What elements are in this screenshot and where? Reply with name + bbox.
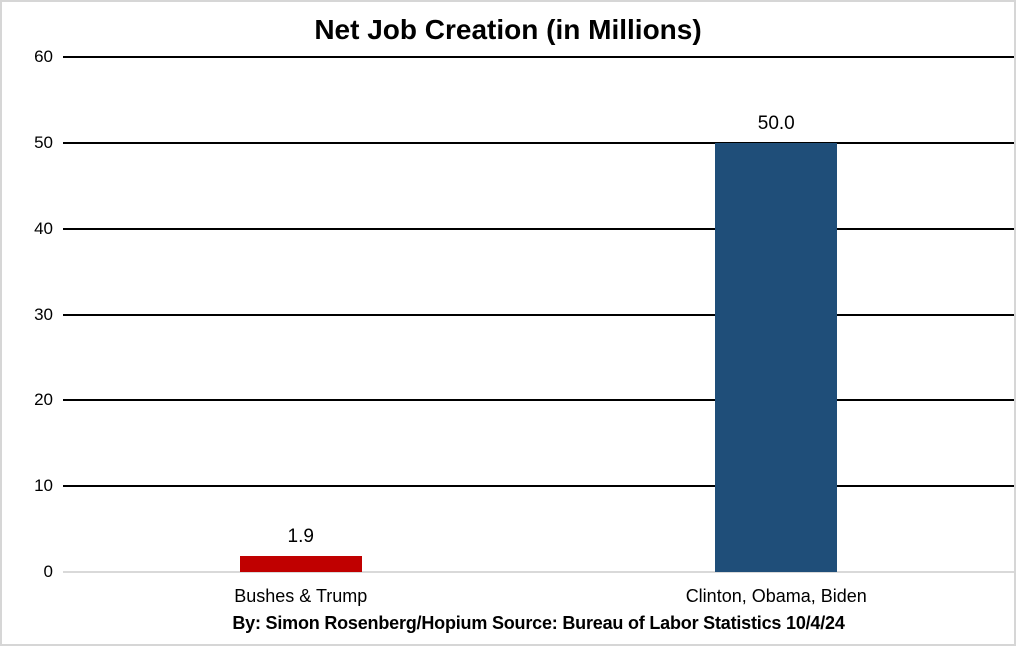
attribution-footer: By: Simon Rosenberg/Hopium Source: Burea… — [232, 613, 845, 633]
bar-clinton-obama-biden — [715, 142, 838, 572]
value-label-clinton-obama-biden: 50.0 — [757, 112, 795, 134]
y-tick-label-0: 0 — [43, 562, 53, 581]
gridline-60 — [63, 56, 1014, 58]
y-axis-labels: 0 10 20 30 40 50 60 — [2, 2, 55, 644]
y-tick-label-10: 10 — [34, 476, 53, 496]
chart-title: Net Job Creation (in Millions) — [314, 14, 702, 45]
gridline-30 — [63, 313, 1014, 316]
gridline-50 — [63, 141, 1014, 144]
bar-bushes-trump — [239, 555, 362, 572]
value-label-bushes-trump: 1.9 — [287, 525, 314, 547]
plot-area: 1.9 50.0 — [63, 56, 1014, 573]
y-tick-label-20: 20 — [34, 390, 53, 410]
y-tick-label-50: 50 — [34, 132, 53, 152]
y-tick-label-40: 40 — [34, 218, 53, 238]
gridline-40 — [63, 227, 1014, 230]
gridline-10 — [63, 485, 1014, 488]
x-axis-labels: Bushes & Trump Clinton, Obama, Biden — [63, 586, 1014, 612]
y-tick-label-60: 60 — [34, 47, 53, 66]
category-label-bushes-trump: Bushes & Trump — [234, 586, 368, 606]
gridline-20 — [63, 399, 1014, 402]
gridline-0 — [63, 571, 1014, 573]
y-tick-label-30: 30 — [34, 304, 53, 324]
category-label-clinton-obama-biden: Clinton, Obama, Biden — [685, 586, 867, 606]
